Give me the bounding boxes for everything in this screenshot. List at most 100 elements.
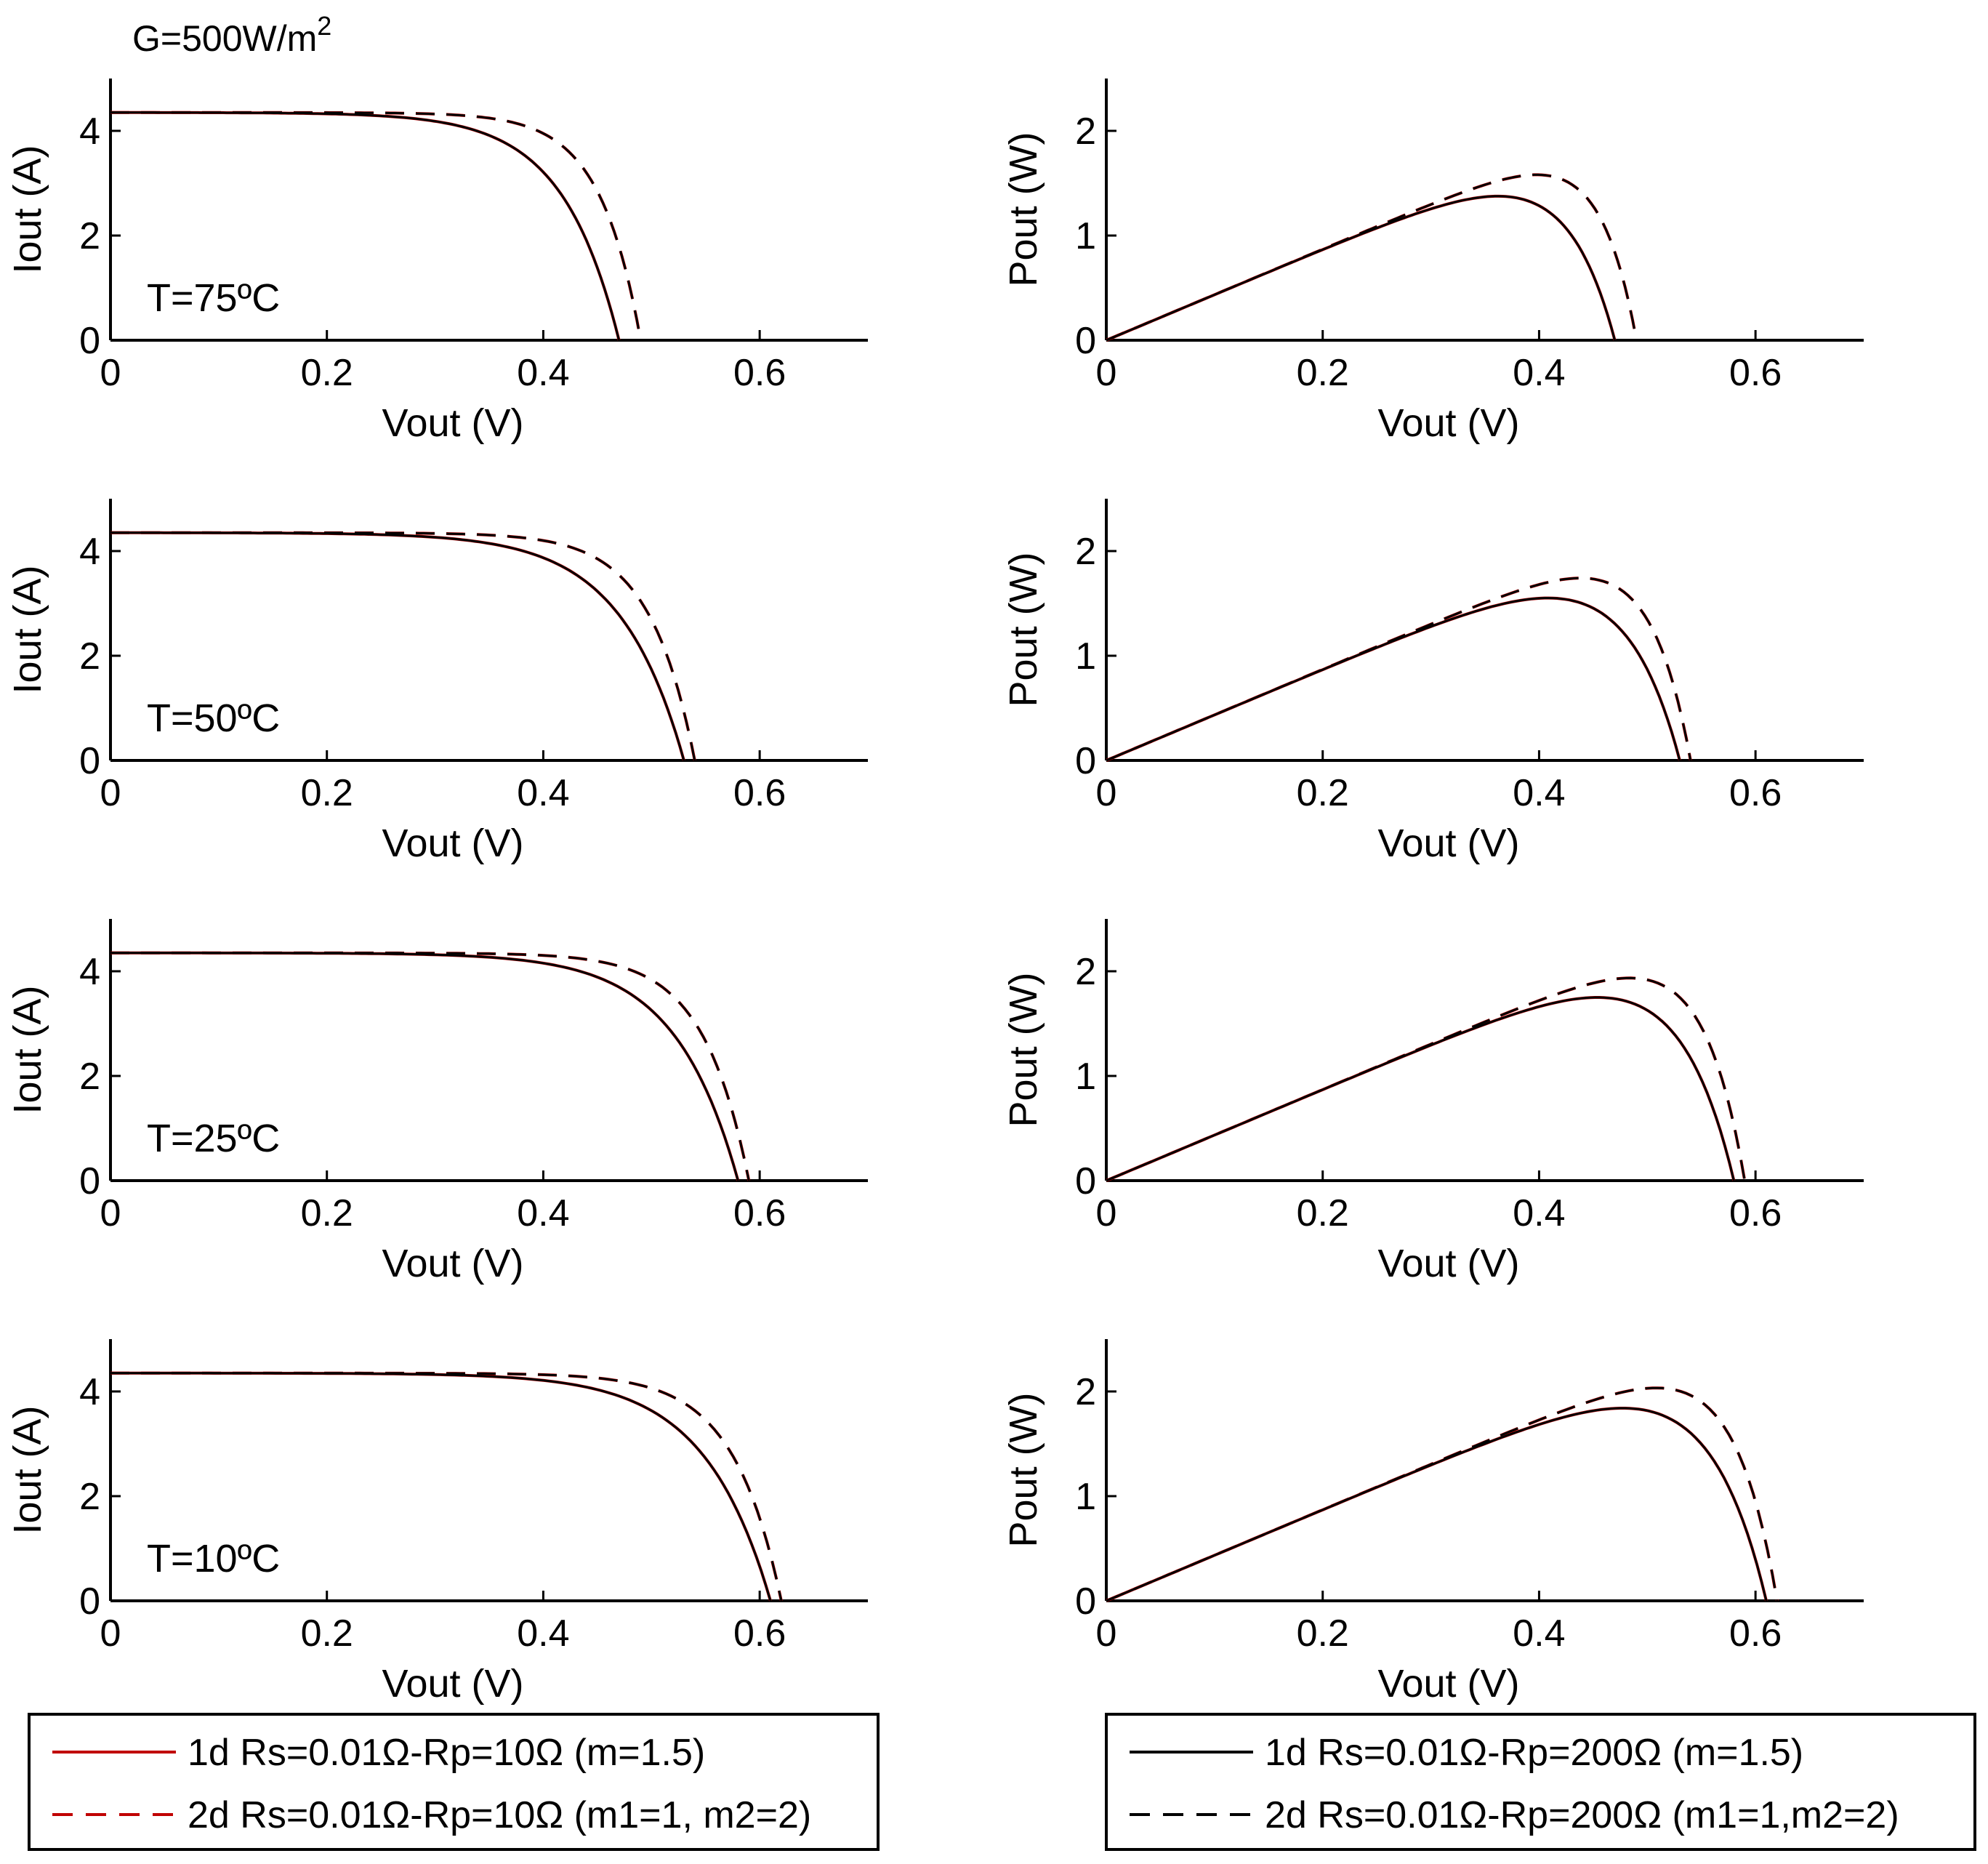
series-1d-rp200	[1106, 597, 1681, 762]
series-2d-rp10	[1106, 173, 1638, 342]
legend-entry-label: 1d Rs=0.01Ω-Rp=200Ω (m=1.5)	[1265, 1732, 1803, 1774]
y-tick-label: 2	[1075, 1371, 1096, 1413]
x-tick-label: 0	[1096, 1612, 1117, 1655]
chart-panel-iv-10: 0 0.2 0.4 0.6 0 2 4 Vout (V) Iout (A) T=10ºC	[6, 1339, 868, 1706]
x-tick-label: 0.4	[1513, 352, 1565, 394]
y-tick-label: 4	[79, 531, 100, 573]
x-axis-label: Vout (V)	[1377, 401, 1519, 445]
x-axis-label: Vout (V)	[1377, 1662, 1519, 1706]
series-2d-rp200	[110, 1372, 783, 1602]
series-2d-rp10	[1106, 577, 1692, 762]
chart-panel-iv-25: 0 0.2 0.4 0.6 0 2 4 Vout (V) Iout (A) T=25ºC	[6, 919, 868, 1285]
x-axis-label: Vout (V)	[1377, 1242, 1519, 1285]
y-axis-label: Pout (W)	[1002, 132, 1045, 286]
x-tick-label: 0.4	[1513, 772, 1565, 814]
series-2d-rp10	[1106, 976, 1747, 1182]
series-1d-rp10	[1106, 996, 1736, 1182]
x-tick-label: 0.6	[1729, 352, 1782, 394]
x-axis-label: Vout (V)	[382, 821, 523, 865]
y-tick-label: 2	[1075, 951, 1096, 993]
y-tick-label: 2	[79, 1476, 100, 1518]
y-axis-label: Iout (A)	[6, 985, 49, 1114]
x-tick-label: 0.2	[1297, 1192, 1349, 1234]
y-tick-label: 1	[1075, 215, 1096, 257]
temperature-annotation: T=50ºC	[147, 696, 280, 740]
x-axis-label: Vout (V)	[382, 1662, 523, 1706]
x-tick-label: 0	[100, 1192, 121, 1234]
legends-layer: 1d Rs=0.01Ω-Rp=10Ω (m=1.5) 2d Rs=0.01Ω-Rp…	[28, 1713, 1976, 1851]
chart-panel-iv-75: 0 0.2 0.4 0.6 0 2 4 Vout (V) Iout (A) T=75ºC	[6, 79, 868, 445]
x-tick-label: 0.4	[517, 772, 569, 814]
y-tick-label: 0	[1075, 320, 1096, 362]
y-axis-label: Pout (W)	[1002, 552, 1045, 707]
y-axis-label: Iout (A)	[6, 565, 49, 694]
x-tick-label: 0.4	[517, 352, 569, 394]
figure-title: G=500W/m2	[132, 11, 331, 59]
y-tick-label: 0	[79, 320, 100, 362]
x-tick-label: 0.6	[733, 352, 786, 394]
legend-box-2: 1d Rs=0.01Ω-Rp=200Ω (m=1.5) 2d Rs=0.01Ω-R…	[1105, 1713, 1976, 1851]
series-1d-rp10	[1106, 194, 1617, 342]
chart-panel-pv-75: 0 0.2 0.4 0.6 0 1 2 Vout (V) Pout (W)	[1002, 79, 1864, 445]
x-tick-label: 0.4	[1513, 1192, 1565, 1234]
series-2d-rp200	[1106, 1386, 1779, 1602]
y-tick-label: 2	[1075, 531, 1096, 573]
x-tick-label: 0.2	[301, 772, 353, 814]
x-tick-label: 0.6	[733, 772, 786, 814]
x-tick-label: 0	[100, 772, 121, 814]
y-tick-label: 2	[79, 1056, 100, 1098]
legend-frame	[1105, 1713, 1976, 1851]
temperature-annotation: T=75ºC	[147, 276, 280, 320]
y-tick-label: 0	[79, 740, 100, 782]
x-tick-label: 0.2	[1297, 772, 1349, 814]
x-tick-label: 0.2	[301, 1192, 353, 1234]
y-tick-label: 2	[79, 215, 100, 257]
y-tick-label: 0	[1075, 1580, 1096, 1623]
series-2d-rp200	[110, 111, 642, 341]
series-2d-rp200	[1106, 976, 1746, 1182]
chart-panel-pv-50: 0 0.2 0.4 0.6 0 1 2 Vout (V) Pout (W)	[1002, 499, 1864, 865]
y-tick-label: 2	[79, 635, 100, 678]
x-tick-label: 0	[100, 1612, 121, 1655]
x-tick-label: 0.4	[517, 1192, 569, 1234]
y-tick-label: 2	[1075, 111, 1096, 153]
legend-entry-label: 1d Rs=0.01Ω-Rp=10Ω (m=1.5)	[188, 1732, 705, 1774]
temperature-annotation: T=25ºC	[147, 1117, 280, 1160]
series-2d-rp10	[1106, 1386, 1779, 1602]
figure-title-text: G=500W/m	[132, 18, 317, 59]
legend-entry-label: 2d Rs=0.01Ω-Rp=10Ω (m1=1, m2=2)	[188, 1794, 811, 1836]
x-tick-label: 0.2	[301, 1612, 353, 1655]
series-1d-rp200	[1106, 996, 1735, 1182]
y-tick-label: 4	[79, 951, 100, 993]
y-tick-label: 1	[1075, 635, 1096, 678]
x-tick-label: 0.2	[301, 352, 353, 394]
chart-panel-pv-25: 0 0.2 0.4 0.6 0 1 2 Vout (V) Pout (W)	[1002, 919, 1864, 1285]
legend-entry-label: 2d Rs=0.01Ω-Rp=200Ω (m1=1,m2=2)	[1265, 1794, 1899, 1836]
x-tick-label: 0.6	[1729, 772, 1782, 814]
y-tick-label: 0	[79, 1580, 100, 1623]
y-axis-label: Pout (W)	[1002, 972, 1045, 1127]
chart-panel-pv-10: 0 0.2 0.4 0.6 0 1 2 Vout (V) Pout (W)	[1002, 1339, 1864, 1706]
figure-title-superscript: 2	[317, 11, 331, 41]
y-tick-label: 4	[79, 111, 100, 153]
series-2d-rp200	[110, 531, 696, 761]
x-tick-label: 0.6	[1729, 1192, 1782, 1234]
y-tick-label: 0	[79, 1160, 100, 1202]
temperature-annotation: T=10ºC	[147, 1537, 280, 1580]
legend-frame	[28, 1713, 880, 1851]
y-axis-label: Iout (A)	[6, 145, 49, 273]
y-axis-label: Pout (W)	[1002, 1392, 1045, 1547]
x-axis-label: Vout (V)	[382, 401, 523, 445]
x-tick-label: 0.4	[1513, 1612, 1565, 1655]
x-tick-label: 0.2	[1297, 1612, 1349, 1655]
y-tick-label: 0	[1075, 1160, 1096, 1202]
x-axis-label: Vout (V)	[1377, 821, 1519, 865]
y-tick-label: 4	[79, 1371, 100, 1413]
legend-box-1: 1d Rs=0.01Ω-Rp=10Ω (m=1.5) 2d Rs=0.01Ω-Rp…	[28, 1713, 880, 1851]
x-tick-label: 0.6	[733, 1192, 786, 1234]
x-tick-label: 0	[1096, 772, 1117, 814]
x-tick-label: 0.6	[733, 1612, 786, 1655]
series-1d-rp200	[1106, 195, 1617, 342]
series-1d-rp200	[110, 111, 621, 341]
